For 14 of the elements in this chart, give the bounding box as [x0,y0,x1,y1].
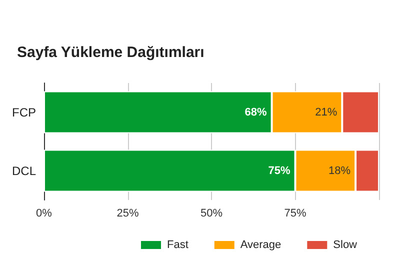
chart-title: Sayfa Yükleme Dağıtımları [17,44,204,61]
x-tick-label: 25% [116,208,139,220]
x-tick-label: 50% [200,208,223,220]
legend-label: Slow [333,239,358,251]
x-tick-label: 0% [36,208,52,220]
y-tick-label: FCP [12,105,36,120]
data-label: 21% [315,106,338,118]
y-tick-label: DCL [12,164,36,178]
legend-label: Fast [166,239,188,251]
data-label: 68% [244,106,268,118]
x-tick-label: 75% [284,208,306,220]
data-label: 18% [328,164,351,177]
data-label: 75% [268,164,290,177]
legend-label: Average [240,239,282,251]
